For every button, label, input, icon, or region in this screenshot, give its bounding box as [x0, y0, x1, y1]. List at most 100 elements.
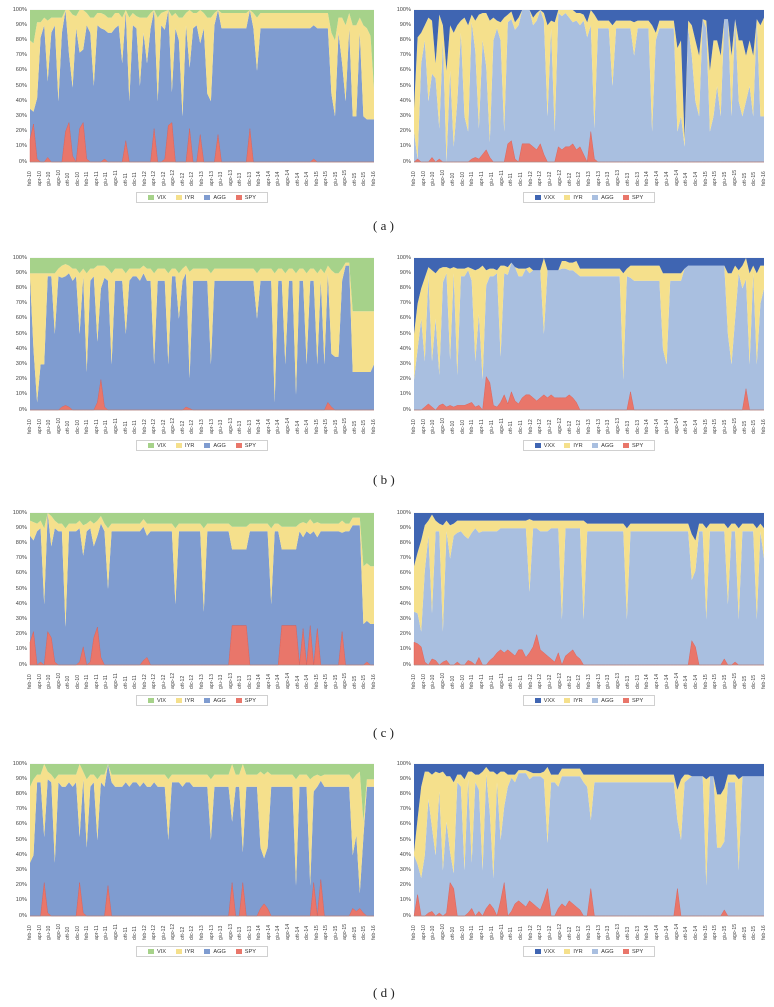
- y-tick-label: 30%: [15, 866, 27, 873]
- y-tick-label: 30%: [15, 112, 27, 119]
- legend-item-iyr: IYR: [564, 195, 583, 201]
- x-tick-label: giu-11: [488, 674, 495, 689]
- x-tick-label: feb-10: [27, 925, 33, 940]
- legend-label: IYR: [573, 948, 583, 955]
- x-tick-label: apr-12: [151, 419, 158, 434]
- x-tick-label: feb-10: [27, 674, 33, 689]
- legend: VXX IYR AGG SPY: [523, 192, 655, 203]
- y-tick-label: 40%: [399, 851, 411, 858]
- x-tick-label: ago-13: [227, 169, 234, 186]
- x-tick-label: ago-10: [440, 169, 447, 186]
- legend-label: VIX: [157, 948, 167, 955]
- y-tick-label: 80%: [399, 36, 411, 43]
- x-tick-label: dic-10: [74, 171, 81, 186]
- legend-item-vix: VIX: [148, 443, 166, 449]
- x-tick-label: apr-14: [265, 419, 272, 434]
- x-tick-label: ago-11: [113, 418, 119, 434]
- x-tick-label: ago-14: [285, 672, 291, 689]
- y-tick-label: 60%: [15, 821, 27, 828]
- legend-swatch: [564, 949, 571, 954]
- legend: VIX IYR AGG SPY: [136, 192, 268, 203]
- x-tick-label: ott-11: [508, 676, 515, 689]
- x-tick-label: feb-16: [371, 925, 377, 940]
- x-tick-label: ott-12: [179, 172, 186, 186]
- x-tick-label: apr-15: [323, 419, 330, 434]
- legend-swatch: [235, 698, 242, 703]
- sublabel-c: ( c ): [373, 725, 394, 740]
- legend-item-spy: SPY: [235, 195, 256, 201]
- x-tick-label: feb-10: [411, 925, 417, 940]
- x-tick-label: dic-13: [634, 674, 641, 689]
- x-tick-label: dic-15: [361, 674, 368, 689]
- x-tick-label: ago-10: [55, 672, 62, 689]
- legend-swatch: [176, 698, 183, 703]
- x-tick-label: apr-14: [654, 419, 661, 434]
- x-tick-label: ago-15: [731, 672, 738, 689]
- y-tick-label: 40%: [399, 345, 411, 352]
- x-tick-label: apr-15: [712, 171, 719, 186]
- y-tick-label: 80%: [15, 284, 27, 291]
- x-tick-label: feb-16: [761, 419, 767, 434]
- x-tick-label: feb-13: [199, 171, 205, 186]
- x-tick-label: dic-13: [634, 419, 641, 434]
- x-tick-label: giu-10: [46, 419, 53, 434]
- x-tick-label: dic-10: [459, 925, 466, 940]
- y-tick-label: 0%: [402, 406, 411, 413]
- x-tick-label: giu-13: [218, 925, 225, 940]
- x-tick-label: dic-13: [634, 171, 641, 186]
- y-tick-label: 20%: [15, 631, 27, 638]
- legend-swatch: [176, 195, 183, 200]
- legend-label: VXX: [543, 948, 555, 955]
- x-tick-label: giu-13: [605, 674, 612, 689]
- legend-item-iyr: IYR: [176, 195, 194, 201]
- x-tick-label: feb-13: [199, 674, 205, 689]
- legend-label: AGG: [213, 442, 226, 449]
- y-tick-label: 50%: [399, 836, 411, 843]
- x-tick-label: giu-12: [160, 171, 167, 186]
- x-tick-label: ago-15: [731, 169, 738, 186]
- x-tick-label: ott-14: [294, 675, 301, 689]
- legend-swatch: [623, 949, 630, 954]
- x-tick-label: giu-14: [663, 419, 670, 434]
- y-tick-label: 100%: [396, 509, 411, 516]
- x-tick-label: giu-14: [663, 171, 670, 186]
- legend-swatch: [592, 698, 599, 703]
- legend-item-iyr: IYR: [176, 443, 194, 449]
- x-tick-label: feb-11: [84, 674, 91, 689]
- legend: VIX IYR AGG SPY: [136, 440, 268, 451]
- plot-area: [29, 9, 374, 163]
- legend-swatch: [534, 443, 541, 448]
- x-tick-label: feb-14: [256, 171, 263, 186]
- series-area-iyr: [414, 514, 764, 632]
- x-tick-label: ott-15: [351, 172, 358, 186]
- x-tick-label: dic-11: [132, 926, 139, 940]
- legend-swatch: [534, 195, 541, 200]
- legend-item-agg: AGG: [204, 442, 226, 449]
- y-tick-label: 0%: [402, 661, 411, 668]
- legend-label: AGG: [213, 194, 226, 201]
- y-tick-label: 80%: [15, 36, 27, 43]
- x-tick-label: apr-13: [595, 925, 602, 940]
- x-tick-label: feb-12: [527, 925, 534, 940]
- x-tick-label: dic-14: [692, 171, 699, 186]
- x-tick-label: apr-11: [93, 419, 100, 434]
- x-tick-label: dic-11: [132, 420, 139, 434]
- legend-item-spy: SPY: [623, 698, 643, 704]
- legend-label: VXX: [543, 442, 555, 449]
- series-area-agg: [414, 773, 764, 916]
- x-tick-label: ott-14: [683, 675, 690, 689]
- legend-label: AGG: [601, 697, 614, 704]
- y-tick-label: 90%: [15, 21, 27, 28]
- x-tick-label: ott-11: [508, 927, 515, 940]
- x-tick-label: ott-11: [122, 173, 129, 186]
- x-tick-label: feb-15: [702, 419, 709, 434]
- x-tick-label: ott-14: [683, 420, 690, 434]
- x-tick-label: feb-13: [586, 171, 592, 186]
- legend-item-agg: AGG: [592, 195, 614, 201]
- x-tick-label: dic-15: [361, 419, 368, 434]
- y-tick-label: 40%: [15, 97, 27, 104]
- x-tick-label: feb-10: [411, 171, 417, 186]
- x-tick-label: ago-10: [55, 923, 62, 940]
- x-tick-label: dic-11: [517, 675, 524, 689]
- series-area-iyr: [414, 767, 764, 886]
